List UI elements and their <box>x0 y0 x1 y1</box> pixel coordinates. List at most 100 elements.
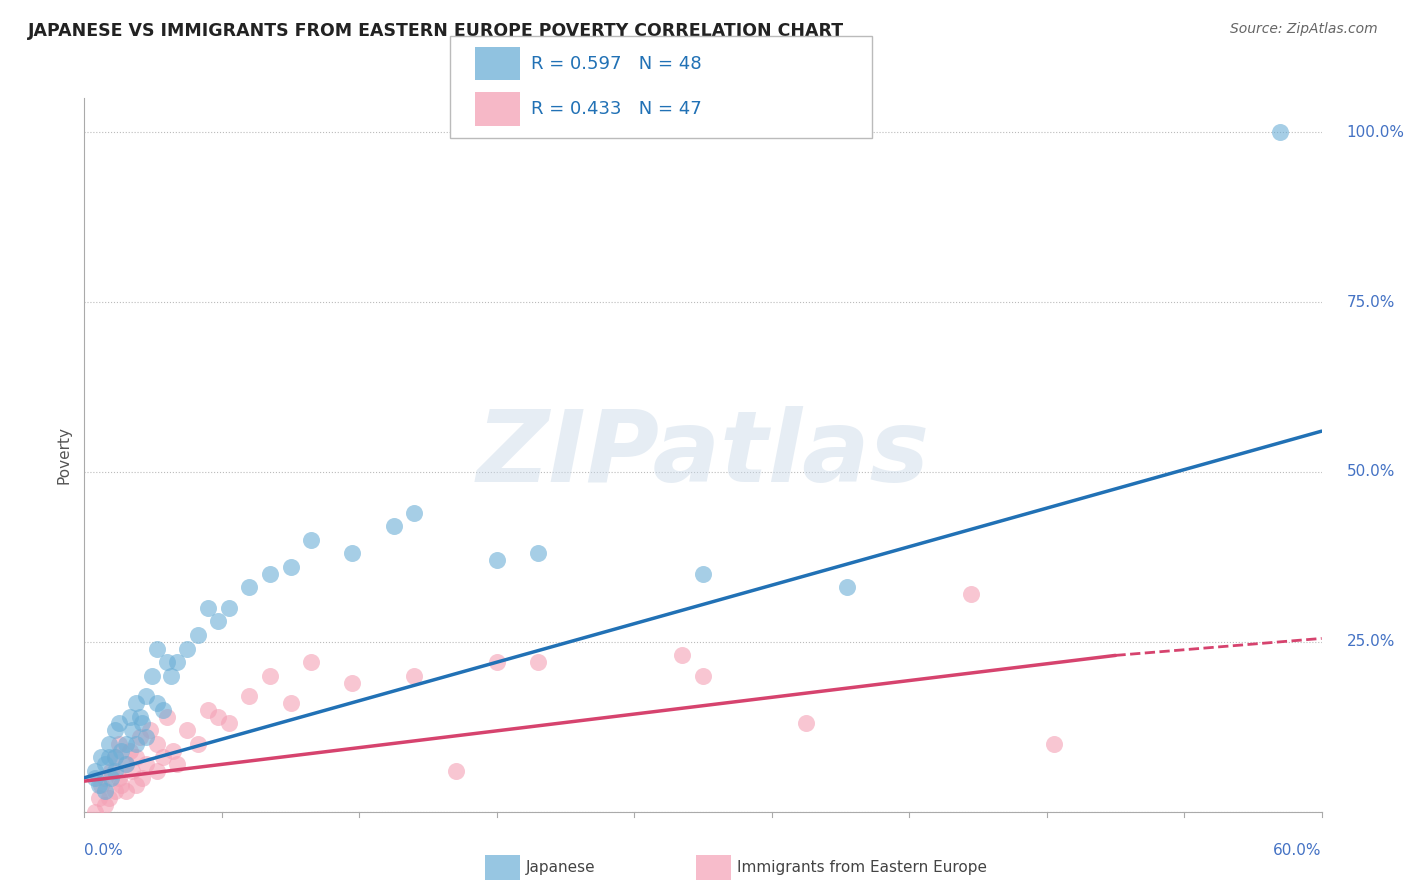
Point <box>83 805 105 819</box>
Point <box>135 689 157 703</box>
Point <box>280 560 302 574</box>
Point <box>527 655 550 669</box>
Point <box>156 709 179 723</box>
Point <box>259 669 281 683</box>
Point <box>131 771 153 785</box>
Point <box>404 669 426 683</box>
Point <box>90 778 112 792</box>
Point <box>145 696 167 710</box>
Point <box>299 655 322 669</box>
Text: Japanese: Japanese <box>526 860 596 874</box>
Point <box>162 743 184 757</box>
Point <box>342 675 364 690</box>
Point <box>87 778 110 792</box>
Point <box>98 750 121 764</box>
Point <box>118 709 141 723</box>
Point <box>342 546 364 560</box>
Text: R = 0.433   N = 47: R = 0.433 N = 47 <box>531 100 702 118</box>
Text: 50.0%: 50.0% <box>1347 465 1395 479</box>
Text: 60.0%: 60.0% <box>1274 843 1322 858</box>
Point <box>125 750 148 764</box>
Point <box>87 791 110 805</box>
Point <box>166 757 188 772</box>
Point <box>280 696 302 710</box>
Y-axis label: Poverty: Poverty <box>56 425 72 484</box>
Point <box>152 703 174 717</box>
Point <box>104 750 127 764</box>
Point <box>444 764 467 778</box>
Text: ZIPatlas: ZIPatlas <box>477 407 929 503</box>
Point <box>94 784 117 798</box>
Point <box>98 737 121 751</box>
Point <box>114 737 136 751</box>
Point <box>139 723 162 738</box>
Point <box>114 784 136 798</box>
Point <box>110 743 132 757</box>
Point <box>104 764 127 778</box>
Point <box>837 581 859 595</box>
Point <box>104 750 127 764</box>
Point <box>131 716 153 731</box>
Point <box>692 669 714 683</box>
Point <box>1270 125 1292 139</box>
Point <box>129 709 152 723</box>
Point <box>108 716 131 731</box>
Point <box>83 771 105 785</box>
Point <box>176 723 198 738</box>
Point <box>125 696 148 710</box>
Point <box>207 615 229 629</box>
Point <box>382 519 405 533</box>
Point <box>960 587 983 601</box>
Point <box>121 723 143 738</box>
Text: Immigrants from Eastern Europe: Immigrants from Eastern Europe <box>737 860 987 874</box>
Point <box>135 730 157 744</box>
Point <box>156 655 179 669</box>
Point <box>94 771 117 785</box>
Point <box>299 533 322 547</box>
Point <box>692 566 714 581</box>
Point <box>104 784 127 798</box>
Point <box>176 641 198 656</box>
Point <box>404 506 426 520</box>
Text: 100.0%: 100.0% <box>1347 125 1405 140</box>
Point <box>104 723 127 738</box>
Point <box>485 655 508 669</box>
Point <box>121 764 143 778</box>
Point <box>145 764 167 778</box>
Point <box>259 566 281 581</box>
Point <box>108 737 131 751</box>
Point <box>114 757 136 772</box>
Point <box>90 750 112 764</box>
Text: JAPANESE VS IMMIGRANTS FROM EASTERN EUROPE POVERTY CORRELATION CHART: JAPANESE VS IMMIGRANTS FROM EASTERN EURO… <box>28 22 844 40</box>
Point <box>485 553 508 567</box>
Point <box>794 716 817 731</box>
Point <box>83 764 105 778</box>
Point <box>94 797 117 812</box>
Point <box>100 771 122 785</box>
Point <box>671 648 693 663</box>
Point <box>145 641 167 656</box>
Point <box>218 600 240 615</box>
Point <box>100 764 122 778</box>
Point <box>114 757 136 772</box>
Point <box>98 791 121 805</box>
Point <box>1042 737 1064 751</box>
Point <box>187 628 209 642</box>
Point <box>141 669 163 683</box>
Point <box>187 737 209 751</box>
Text: 75.0%: 75.0% <box>1347 294 1395 310</box>
Point <box>166 655 188 669</box>
Point <box>238 689 260 703</box>
Point <box>152 750 174 764</box>
Text: Source: ZipAtlas.com: Source: ZipAtlas.com <box>1230 22 1378 37</box>
Point <box>197 600 219 615</box>
Text: 0.0%: 0.0% <box>84 843 124 858</box>
Point <box>218 716 240 731</box>
Point <box>135 757 157 772</box>
Text: R = 0.597   N = 48: R = 0.597 N = 48 <box>531 54 702 72</box>
Text: 25.0%: 25.0% <box>1347 634 1395 649</box>
Point <box>527 546 550 560</box>
Point <box>160 669 183 683</box>
Point <box>129 730 152 744</box>
Point <box>197 703 219 717</box>
